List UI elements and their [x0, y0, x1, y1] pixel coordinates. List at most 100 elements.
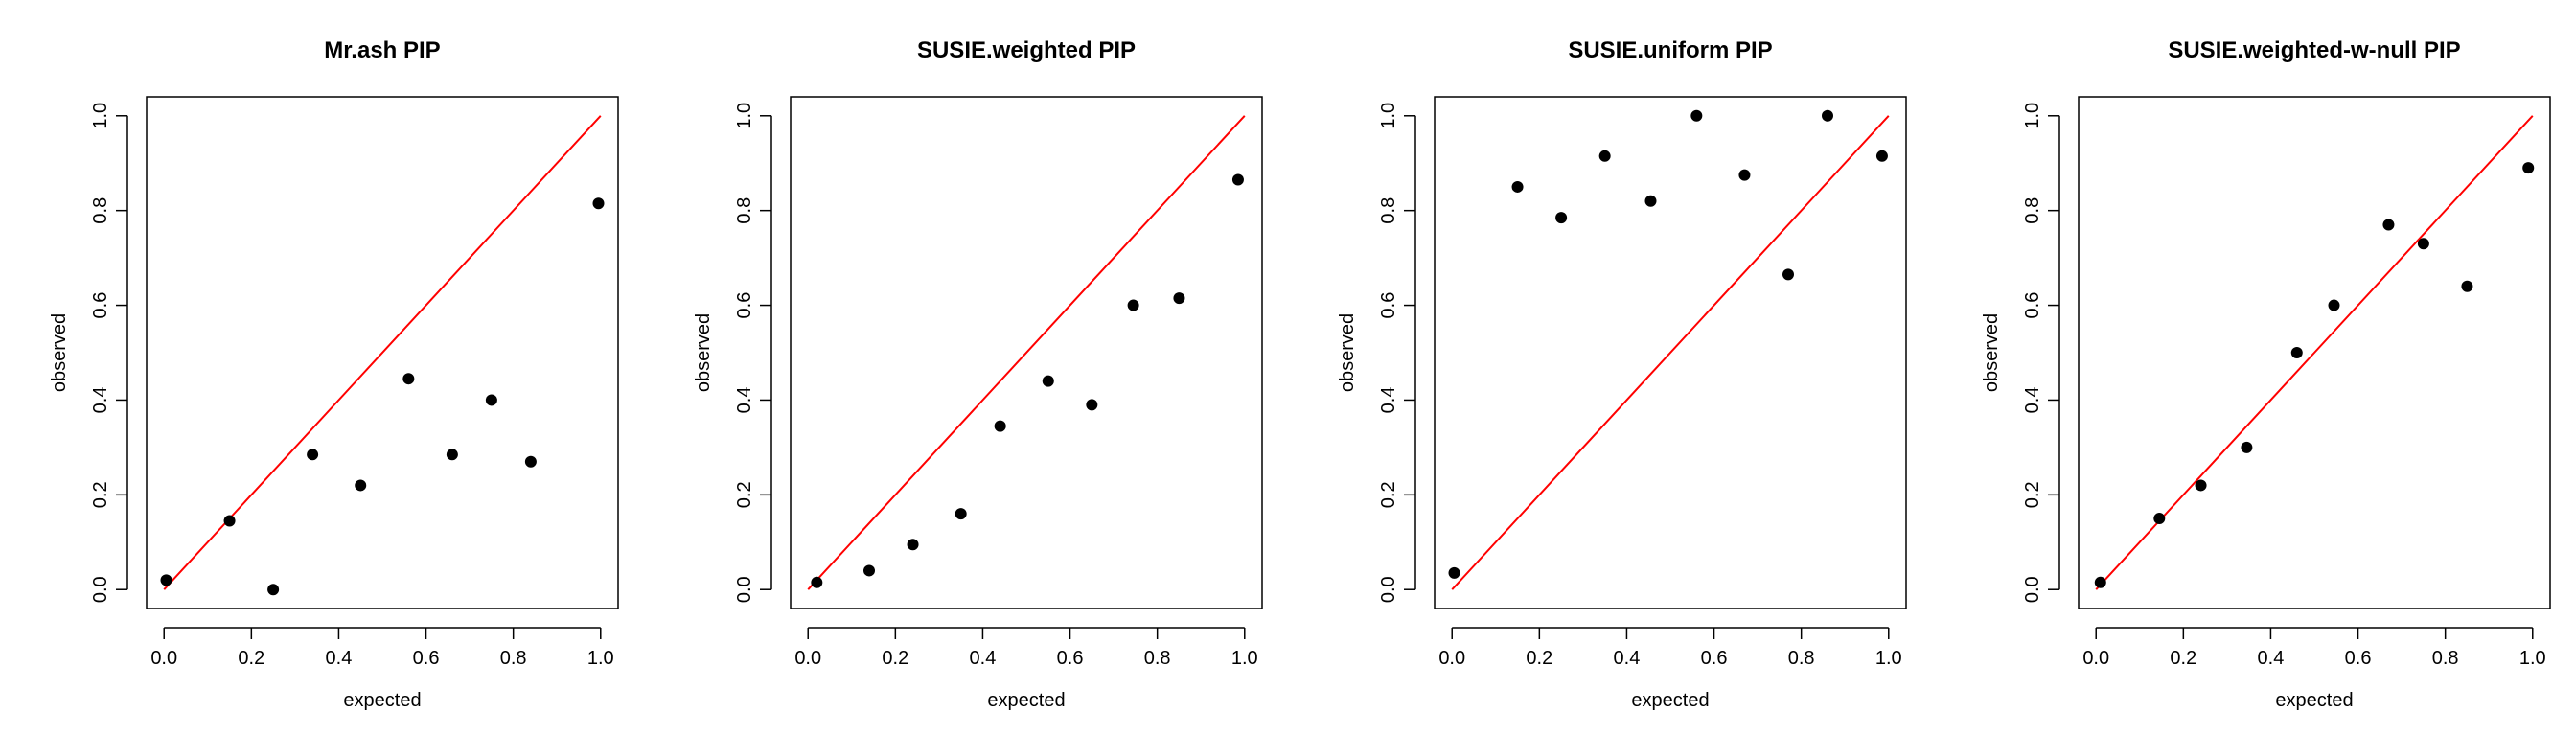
data-point — [307, 448, 319, 461]
y-axis-label: observed — [693, 313, 714, 392]
chart-title: SUSIE.weighted-w-null PIP — [2168, 37, 2460, 63]
y-tick-label: 0.2 — [734, 481, 755, 508]
data-point — [2153, 513, 2166, 525]
x-tick-label: 0.8 — [1144, 648, 1171, 669]
y-tick-label: 0.6 — [90, 292, 111, 319]
chart-panel-3: SUSIE.uniform PIP 0.0 0.2 0.4 0.6 0.8 1.0 0.0 0.… — [1337, 37, 1907, 711]
x-tick-label: 0.4 — [326, 648, 353, 669]
y-tick-label: 1.0 — [90, 103, 111, 129]
plot-frame — [790, 96, 1263, 610]
data-point — [1042, 375, 1054, 387]
x-tick-label: 1.0 — [1231, 648, 1258, 669]
data-point — [160, 574, 172, 586]
data-point — [2195, 479, 2207, 492]
y-tick-label: 0.0 — [734, 576, 755, 603]
data-point — [592, 197, 605, 210]
data-point — [223, 515, 236, 527]
data-point — [863, 564, 875, 577]
data-point — [811, 576, 823, 588]
data-point — [1782, 268, 1794, 281]
x-axis-label: expected — [987, 690, 1065, 711]
x-tick-label: 1.0 — [2519, 648, 2546, 669]
data-point — [2417, 238, 2429, 250]
y-tick-label: 0.8 — [90, 197, 111, 224]
y-tick-label: 1.0 — [1378, 103, 1399, 129]
data-point — [1173, 292, 1185, 305]
data-point — [2382, 218, 2395, 231]
data-point — [2522, 162, 2535, 174]
x-tick-label: 0.4 — [1614, 648, 1641, 669]
plot-frame — [1434, 96, 1907, 610]
x-axis-label: expected — [343, 690, 421, 711]
y-tick-label: 0.4 — [90, 387, 111, 414]
data-point — [2094, 576, 2106, 588]
data-point — [1555, 212, 1568, 224]
y-tick-label: 0.2 — [2022, 481, 2043, 508]
y-tick-label: 0.6 — [2022, 292, 2043, 319]
y-tick-label: 1.0 — [734, 103, 755, 129]
data-point — [524, 455, 537, 468]
data-point — [1644, 195, 1657, 207]
data-point — [1598, 150, 1611, 162]
chart-panel-1: Mr.ash PIP 0.0 0.2 0.4 0.6 0.8 1.0 0.0 0.2 0.4 0.6… — [49, 37, 619, 711]
data-point — [355, 479, 367, 492]
plot-frame — [2078, 96, 2551, 610]
y-tick-label: 0.0 — [1378, 576, 1399, 603]
x-tick-label: 0.2 — [882, 648, 908, 669]
data-point — [2241, 441, 2253, 453]
chart-title: SUSIE.uniform PIP — [1568, 37, 1772, 63]
y-tick-label: 0.4 — [1378, 387, 1399, 414]
data-point — [2290, 347, 2303, 358]
data-point — [1127, 299, 1139, 311]
y-tick-label: 0.8 — [734, 197, 755, 224]
y-tick-label: 0.8 — [2022, 197, 2043, 224]
data-point — [446, 448, 458, 461]
data-point — [1738, 169, 1751, 181]
data-point — [1086, 399, 1098, 411]
data-point — [1231, 173, 1244, 186]
reference-line — [2095, 115, 2534, 590]
data-point — [402, 373, 415, 385]
x-axis-label: expected — [1631, 690, 1709, 711]
chart-title: Mr.ash PIP — [324, 37, 440, 63]
data-point — [907, 539, 919, 551]
y-axis-label: observed — [49, 313, 70, 392]
reference-line — [807, 115, 1246, 590]
x-tick-label: 0.0 — [2082, 648, 2109, 669]
x-tick-label: 1.0 — [587, 648, 614, 669]
y-tick-label: 0.4 — [2022, 387, 2043, 414]
plot-frame — [146, 96, 619, 610]
y-axis-label: observed — [1981, 313, 2002, 392]
x-tick-label: 0.6 — [1057, 648, 1084, 669]
y-tick-label: 0.2 — [90, 481, 111, 508]
x-tick-label: 0.0 — [150, 648, 177, 669]
x-tick-label: 0.6 — [1701, 648, 1728, 669]
y-tick-label: 0.4 — [734, 387, 755, 414]
x-tick-label: 0.0 — [794, 648, 821, 669]
x-tick-label: 0.0 — [1438, 648, 1465, 669]
reference-line — [163, 115, 602, 590]
x-tick-label: 0.4 — [2258, 648, 2285, 669]
x-tick-label: 0.4 — [970, 648, 997, 669]
data-point — [1511, 180, 1524, 193]
y-tick-label: 1.0 — [2022, 103, 2043, 129]
x-tick-label: 0.6 — [413, 648, 440, 669]
x-tick-label: 0.8 — [2432, 648, 2459, 669]
data-point — [2328, 299, 2340, 311]
x-tick-label: 0.2 — [238, 648, 264, 669]
data-point — [1448, 566, 1460, 579]
x-axis-label: expected — [2275, 690, 2353, 711]
data-point — [1875, 150, 1888, 162]
y-tick-label: 0.0 — [90, 576, 111, 603]
y-axis-label: observed — [1337, 313, 1358, 392]
chart-panel-2: SUSIE.weighted PIP 0.0 0.2 0.4 0.6 0.8 1.0 0.0 0… — [693, 37, 1263, 711]
data-point — [267, 584, 280, 596]
chart-title: SUSIE.weighted PIP — [917, 37, 1136, 63]
data-point — [1690, 109, 1703, 122]
y-tick-label: 0.2 — [1378, 481, 1399, 508]
reference-line — [1451, 115, 1890, 590]
y-tick-label: 0.8 — [1378, 197, 1399, 224]
y-tick-label: 0.6 — [734, 292, 755, 319]
